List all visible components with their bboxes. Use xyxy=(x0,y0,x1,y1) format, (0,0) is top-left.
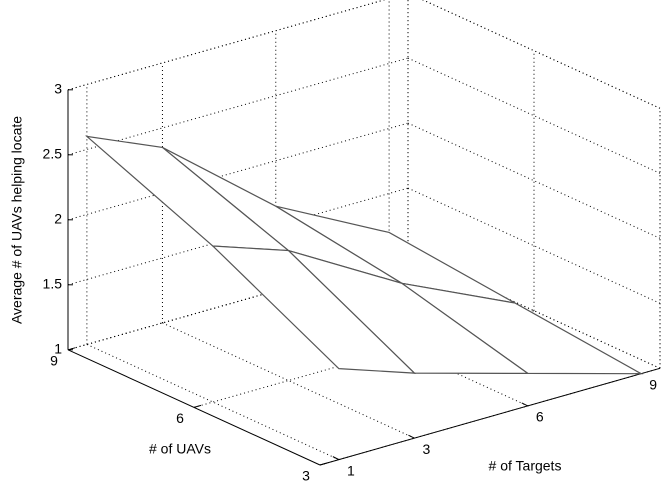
wall-edge xyxy=(67,0,386,91)
grid-line xyxy=(86,343,340,461)
z-tick-label: 2 xyxy=(54,211,62,227)
y-axis-label: # of UAVs xyxy=(149,441,211,457)
grid-line xyxy=(67,0,386,91)
grid-line xyxy=(407,122,661,239)
tick-mark xyxy=(332,456,340,461)
surface-patch xyxy=(84,135,291,252)
grid-line xyxy=(319,367,661,466)
z-axis-label: Average # of UAVs helping locate xyxy=(9,116,25,324)
y-tick-label: 6 xyxy=(176,410,184,426)
tick-mark xyxy=(67,347,76,351)
z-tick-label: 1.5 xyxy=(43,276,63,292)
tick-mark xyxy=(408,434,415,439)
grid-line xyxy=(407,57,661,174)
z-tick-label: 3 xyxy=(54,81,62,97)
z-tick-label: 1 xyxy=(54,341,62,357)
x-tick-label: 3 xyxy=(423,441,431,457)
tick-mark xyxy=(319,462,328,466)
tick-mark xyxy=(193,404,202,408)
y-tick-label: 9 xyxy=(50,353,58,369)
x-tick-label: 6 xyxy=(536,409,544,425)
x-axis-label: # of Targets xyxy=(489,458,562,474)
x-tick-label: 1 xyxy=(347,462,355,478)
y-tick-label: 3 xyxy=(302,468,310,484)
grid-line xyxy=(67,122,409,221)
tick-mark xyxy=(521,402,529,407)
grid-line xyxy=(67,57,409,156)
surface-patch xyxy=(211,245,417,374)
grid-line xyxy=(67,252,409,351)
x-tick-label: 9 xyxy=(649,376,657,392)
z-tick-label: 2.5 xyxy=(43,146,63,162)
